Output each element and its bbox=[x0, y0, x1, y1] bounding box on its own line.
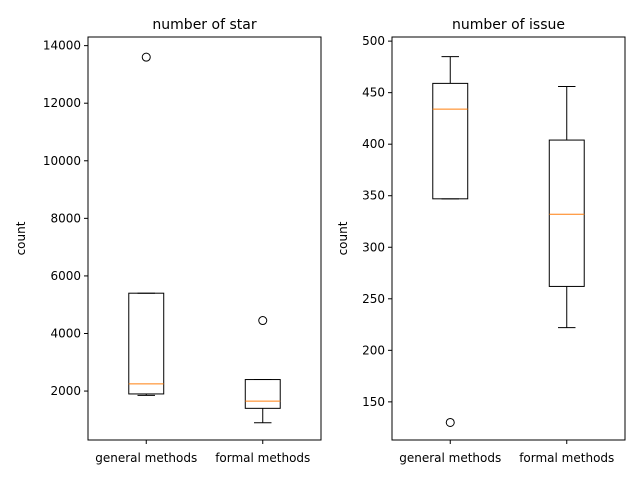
x-tick-label: formal methods bbox=[215, 451, 310, 465]
x-tick-label: general methods bbox=[399, 451, 501, 465]
outlier-point bbox=[445, 417, 455, 427]
axes-frame-1 bbox=[87, 36, 322, 441]
outlier-point bbox=[141, 52, 151, 62]
y-axis-label: count bbox=[14, 221, 28, 255]
y-tick-label: 14000 bbox=[43, 39, 81, 53]
y-tick-label: 300 bbox=[362, 240, 385, 254]
axes-frame-2 bbox=[391, 36, 626, 441]
y-axis-label: count bbox=[336, 221, 350, 255]
y-tick-label: 350 bbox=[362, 189, 385, 203]
box-1 bbox=[432, 82, 469, 200]
y-tick-label: 6000 bbox=[50, 269, 81, 283]
y-tick-label: 150 bbox=[362, 395, 385, 409]
y-tick-label: 4000 bbox=[50, 326, 81, 340]
chart-title: number of star bbox=[152, 17, 256, 33]
y-tick-label: 250 bbox=[362, 292, 385, 306]
y-tick-label: 200 bbox=[362, 343, 385, 357]
y-tick-label: 10000 bbox=[43, 154, 81, 168]
y-tick-label: 500 bbox=[362, 34, 385, 48]
box-2 bbox=[244, 379, 281, 409]
box-2 bbox=[548, 139, 585, 287]
chart-title: number of issue bbox=[452, 17, 565, 33]
y-tick-label: 8000 bbox=[50, 211, 81, 225]
x-tick-label: general methods bbox=[95, 451, 197, 465]
y-tick-label: 400 bbox=[362, 137, 385, 151]
y-tick-label: 12000 bbox=[43, 96, 81, 110]
x-tick-label: formal methods bbox=[519, 451, 614, 465]
outlier-point bbox=[258, 316, 268, 326]
y-tick-label: 2000 bbox=[50, 384, 81, 398]
y-tick-label: 450 bbox=[362, 86, 385, 100]
box-1 bbox=[128, 292, 165, 395]
